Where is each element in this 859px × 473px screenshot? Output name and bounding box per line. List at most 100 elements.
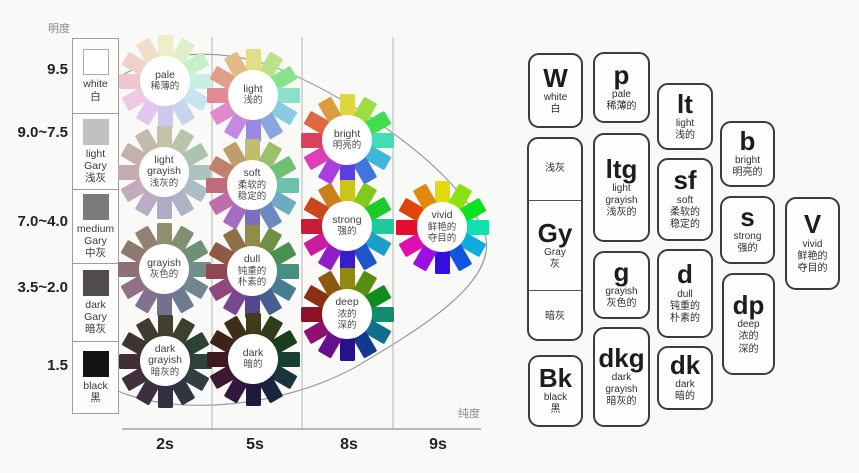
tone-wheel-hub: grayish 灰色的 xyxy=(139,244,189,294)
tone-abbr: g xyxy=(613,257,630,288)
tone-name-en: deep xyxy=(737,319,760,331)
tone-wheel-hub: bright 明亮的 xyxy=(322,115,372,165)
tone-label-zh: 浅灰的 xyxy=(149,178,179,190)
tone-name-en: dark grayish xyxy=(605,372,638,396)
tone-wheel-hub: strong 强的 xyxy=(322,201,372,251)
gray-scale-section-white: white 白 xyxy=(73,39,118,113)
tone-name-zh: 强的 xyxy=(737,243,758,255)
tone-name-zh: 暗灰 xyxy=(545,310,565,322)
tone-name-zh: 浅的 xyxy=(675,129,695,141)
tone-abbr: ltg xyxy=(605,153,638,184)
tone-abbr: lt xyxy=(677,88,693,119)
legend-box-b: b bright 明亮的 xyxy=(720,121,775,187)
tone-label-en: light xyxy=(243,82,263,95)
lightness-tick-1.5: 1.5 xyxy=(47,357,68,374)
tone-wheel-light: light 浅的 xyxy=(206,48,300,142)
tone-label-zh: 钝重的 xyxy=(237,265,267,277)
tone-abbr: b xyxy=(739,126,756,157)
tone-name-zh: 浅灰的 xyxy=(606,206,637,218)
tone-wheel-hub: light grayish 浅灰的 xyxy=(139,147,189,197)
lightness-tick-9.0~7.5: 9.0~7.5 xyxy=(17,124,68,141)
tone-wheel-hub: dull 钝重的 朴素的 xyxy=(227,246,277,296)
tone-wheel-pale: pale 稀薄的 xyxy=(118,34,212,128)
tone-name-zh: 灰色的 xyxy=(606,298,637,310)
lightness-axis-title: 明度 xyxy=(48,23,70,35)
tone-abbr: Bk xyxy=(538,363,573,394)
tone-abbr: d xyxy=(677,259,693,290)
color-swatch xyxy=(339,267,355,293)
gray-scale-label-zh: 白 xyxy=(90,90,101,103)
gray-group-section-0: 浅灰 xyxy=(529,139,581,200)
color-swatch xyxy=(157,314,173,340)
color-swatch xyxy=(339,93,355,119)
tone-name-en: black xyxy=(543,392,568,404)
tone-name-en: Gray xyxy=(544,246,566,258)
tone-wheel-light-grayish: light grayish 浅灰的 xyxy=(117,125,211,219)
gray-scale-label-zh: 中灰 xyxy=(85,247,106,260)
gray-scale-label-en: medium Gary xyxy=(76,222,115,247)
tone-name-zh: 浅灰 xyxy=(545,163,565,175)
tone-label-en: dark xyxy=(242,346,264,359)
tone-name-zh: 白 xyxy=(550,103,561,115)
tone-label-en: light grayish xyxy=(147,153,181,178)
legend-box-d: d dull 钝重的 朴素的 xyxy=(657,249,713,338)
tone-abbr: s xyxy=(740,202,755,233)
color-swatch xyxy=(244,138,260,164)
tone-label-zh: 灰色的 xyxy=(149,269,179,281)
tone-wheel-hub: pale 稀薄的 xyxy=(140,56,190,106)
legend-box-dk: dk dark 暗的 xyxy=(657,346,713,410)
gray-group-section-1: Gy Gray 灰 xyxy=(529,200,581,290)
tone-name-en: pale xyxy=(612,88,631,100)
tone-wheel-hub: deep 浓的 深的 xyxy=(322,289,372,339)
tone-abbr: sf xyxy=(673,165,697,196)
tone-label-en: soft xyxy=(243,166,261,179)
gray-scale-section-black: black 黑 xyxy=(73,341,118,413)
color-swatch xyxy=(156,222,172,248)
tone-label-zh: 暗灰的 xyxy=(150,367,180,379)
tone-name-en: dark xyxy=(675,379,695,391)
legend-box-Bk: Bk black 黑 xyxy=(528,355,583,427)
tone-wheel-grayish: grayish 灰色的 xyxy=(117,222,211,316)
tone-name-zh: 稳定的 xyxy=(670,219,700,231)
tone-name-en: white xyxy=(543,91,568,103)
legend-box-gray-group: 浅灰 Gy Gray 灰暗灰 xyxy=(527,137,583,341)
tone-wheel-vivid: vivid 鲜艳的 夺目的 xyxy=(395,180,489,274)
gray-scale-section-dark-Gary: dark Gary 暗灰 xyxy=(73,263,118,341)
purity-tick-8s: 8s xyxy=(340,436,358,453)
tone-abbr: dkg xyxy=(598,343,645,374)
color-swatch xyxy=(244,224,260,250)
tone-abbr: p xyxy=(613,59,630,90)
gray-scale-column: white 白 light Gary 浅灰 medium Gary 中灰 dark Gary… xyxy=(72,38,119,414)
purity-tick-5s: 5s xyxy=(246,436,264,453)
color-swatch xyxy=(245,48,261,74)
color-swatch xyxy=(245,312,261,338)
tone-label-zh: 浅的 xyxy=(243,95,263,107)
tone-wheel-dull: dull 钝重的 朴素的 xyxy=(205,224,299,318)
purity-tick-9s: 9s xyxy=(429,436,447,453)
tone-name-en: soft xyxy=(676,194,694,206)
tone-label-en: grayish xyxy=(147,256,181,269)
tone-name-en: strong xyxy=(733,231,762,243)
gray-scale-label-zh: 黑 xyxy=(90,392,101,404)
legend-box-lt: lt light 浅的 xyxy=(657,83,713,150)
color-swatch xyxy=(157,34,173,60)
lightness-tick-9.5: 9.5 xyxy=(47,61,68,78)
tone-wheel-hub: vivid 鲜艳的 夺目的 xyxy=(417,202,467,252)
tone-name-zh: 灰 xyxy=(550,258,560,270)
gray-scale-label-en: black xyxy=(83,379,108,392)
tone-abbr: W xyxy=(543,62,568,93)
legend-box-dp: dp deep 浓的 深的 xyxy=(722,273,775,375)
purity-tick-2s: 2s xyxy=(156,436,174,453)
tone-name-en: dull xyxy=(677,288,693,300)
tone-wheel-hub: light 浅的 xyxy=(228,70,278,120)
gray-scale-label-zh: 暗灰 xyxy=(85,323,106,336)
tone-label-zh: 浓的 xyxy=(337,308,357,320)
tone-name-zh: 深的 xyxy=(738,343,759,355)
lightness-tick-7.0~4.0: 7.0~4.0 xyxy=(17,213,68,230)
gray-scale-label-en: dark Gary xyxy=(84,298,107,323)
tone-name-zh: 稀薄的 xyxy=(606,100,637,112)
tone-label-zh: 强的 xyxy=(337,226,357,238)
tone-name-zh: 浓的 xyxy=(738,331,759,343)
